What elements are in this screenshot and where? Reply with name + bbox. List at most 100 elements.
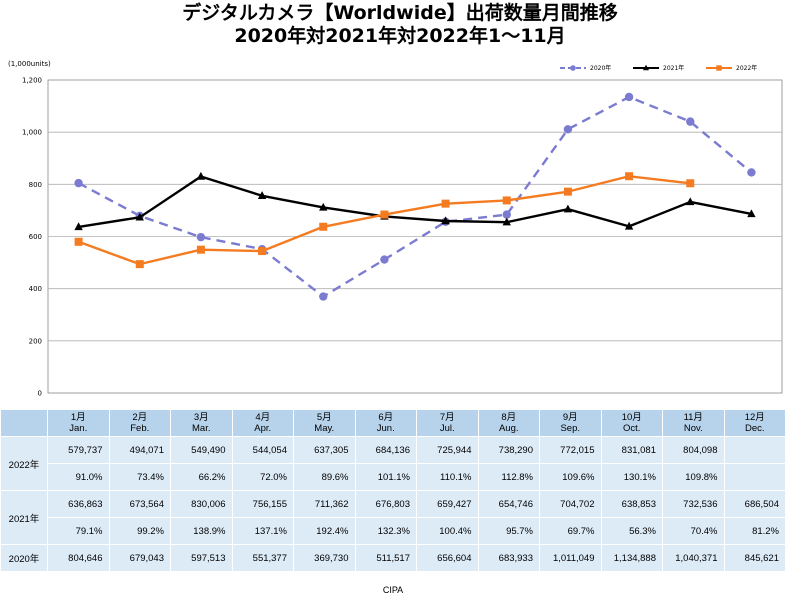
month-jp: 5月 bbox=[316, 412, 332, 423]
table-cell: 544,054 bbox=[231, 436, 294, 464]
data-point bbox=[74, 237, 83, 246]
percent-cell: 72.0% bbox=[231, 463, 294, 491]
table-cell: 845,621 bbox=[723, 544, 786, 572]
y-axis-label: (1,000units) bbox=[8, 60, 51, 68]
percent-cell: 192.4% bbox=[293, 517, 356, 545]
percent-cell: 95.7% bbox=[477, 517, 540, 545]
table-cell: 1,011,049 bbox=[539, 544, 602, 572]
data-point bbox=[502, 196, 511, 205]
table-cell: 804,098 bbox=[662, 436, 725, 464]
data-point bbox=[74, 178, 83, 188]
month-jp: 10月 bbox=[621, 412, 642, 423]
table-cell: 673,564 bbox=[108, 490, 171, 518]
percent-cell: 110.1% bbox=[416, 463, 479, 491]
table-cell: 676,803 bbox=[354, 490, 417, 518]
month-en: May. bbox=[314, 423, 335, 434]
data-point bbox=[747, 168, 756, 177]
series-line-0 bbox=[78, 95, 753, 298]
y-tick-label: 1,000 bbox=[22, 129, 42, 137]
percent-cell: 137.1% bbox=[231, 517, 294, 545]
month-jp: 4月 bbox=[255, 412, 271, 423]
table-cell: 684,136 bbox=[354, 436, 417, 464]
table-corner bbox=[0, 409, 48, 437]
percent-cell: 79.1% bbox=[47, 517, 110, 545]
month-en: Aug. bbox=[498, 423, 519, 434]
percent-cell: 56.3% bbox=[600, 517, 663, 545]
percent-cell: 99.2% bbox=[108, 517, 171, 545]
chart-subtitle: 2020年対2021年対2022年1～11月 bbox=[234, 25, 566, 47]
percent-cell: 81.2% bbox=[723, 517, 786, 545]
table-cell: 732,536 bbox=[662, 490, 725, 518]
percent-cell: 91.0% bbox=[47, 463, 110, 491]
table-cell: 686,504 bbox=[723, 490, 786, 518]
table-row-percent: 91.0% 73.4% 66.2% 72.0% 89.6% 101.1% 110.1% 112… bbox=[1, 463, 786, 491]
month-en: Oct. bbox=[623, 423, 641, 434]
table-cell: 656,604 bbox=[416, 544, 479, 572]
table-cell: 725,944 bbox=[416, 436, 479, 464]
data-point bbox=[686, 197, 695, 206]
month-en: Sep. bbox=[560, 423, 581, 434]
percent-cell: 109.6% bbox=[539, 463, 602, 491]
month-jp: 7月 bbox=[439, 412, 455, 423]
data-point bbox=[624, 92, 634, 102]
data-point bbox=[319, 292, 328, 301]
month-jp: 12月 bbox=[744, 412, 765, 423]
percent-cell: 132.3% bbox=[354, 517, 417, 545]
table-cell: 831,081 bbox=[600, 436, 663, 464]
data-point bbox=[624, 221, 634, 230]
table-cell: 638,853 bbox=[600, 490, 663, 518]
data-point bbox=[380, 255, 389, 264]
month-header: 11月 Nov. bbox=[662, 409, 725, 437]
data-point bbox=[74, 222, 83, 231]
table-cell: 738,290 bbox=[477, 436, 540, 464]
percent-cell bbox=[723, 463, 786, 491]
row-label: 2022年 bbox=[0, 436, 48, 491]
month-header: 3月 Mar. bbox=[170, 409, 233, 437]
data-point bbox=[686, 179, 695, 188]
legend-label: 2022年 bbox=[736, 64, 757, 72]
data-point bbox=[441, 216, 450, 225]
y-tick-label: 0 bbox=[38, 390, 42, 398]
data-point bbox=[380, 210, 389, 219]
table-cell: 830,006 bbox=[170, 490, 233, 518]
row-label: 2021年 bbox=[0, 490, 48, 545]
month-header: 7月 Jul. bbox=[416, 409, 479, 437]
table-cell: 549,490 bbox=[170, 436, 233, 464]
percent-cell: 69.7% bbox=[539, 517, 602, 545]
month-header: 5月 May. bbox=[293, 409, 356, 437]
month-jp: 8月 bbox=[501, 412, 517, 423]
data-point bbox=[563, 187, 572, 196]
chart-title: デジタルカメラ【Worldwide】出荷数量月間推移 bbox=[182, 2, 618, 24]
table-cell: 551,377 bbox=[231, 544, 294, 572]
series-line-1 bbox=[78, 175, 752, 229]
line-chart: 0 200 400 600 800 1,000 1,200 (1,000units) 2020年… bbox=[8, 60, 783, 398]
y-tick-label: 600 bbox=[29, 233, 42, 241]
month-header: 2月 Feb. bbox=[108, 409, 171, 437]
table-cell: 772,015 bbox=[539, 436, 602, 464]
table-cell: 711,362 bbox=[293, 490, 356, 518]
y-tick-label: 1,200 bbox=[22, 77, 42, 85]
table-cell: 579,737 bbox=[47, 436, 110, 464]
month-header: 8月 Aug. bbox=[477, 409, 540, 437]
table-header-row: 1月 Jan. 2月 Feb. 3月 Mar. 4月 Apr. 5月 May. 6月 Jun. 7月 Ju… bbox=[0, 409, 786, 437]
y-tick-label: 400 bbox=[29, 285, 42, 293]
data-point bbox=[135, 260, 144, 269]
percent-cell: 130.1% bbox=[600, 463, 663, 491]
y-tick-label: 200 bbox=[29, 337, 42, 345]
table-cell: 637,305 bbox=[293, 436, 356, 464]
table-cell: 597,513 bbox=[170, 544, 233, 572]
month-en: Apr. bbox=[254, 423, 272, 434]
percent-cell: 70.4% bbox=[662, 517, 725, 545]
month-jp: 3月 bbox=[193, 412, 209, 423]
table-cell: 654,746 bbox=[477, 490, 540, 518]
table-cell: 704,702 bbox=[539, 490, 602, 518]
data-point bbox=[257, 191, 267, 199]
table-cell: 1,134,888 bbox=[600, 544, 663, 572]
data-point bbox=[319, 202, 328, 211]
table-cell bbox=[723, 436, 786, 464]
data-point bbox=[135, 212, 144, 221]
month-en: Jan. bbox=[69, 423, 88, 434]
data-point bbox=[747, 209, 756, 218]
percent-cell: 101.1% bbox=[354, 463, 417, 491]
data-point bbox=[319, 222, 328, 231]
